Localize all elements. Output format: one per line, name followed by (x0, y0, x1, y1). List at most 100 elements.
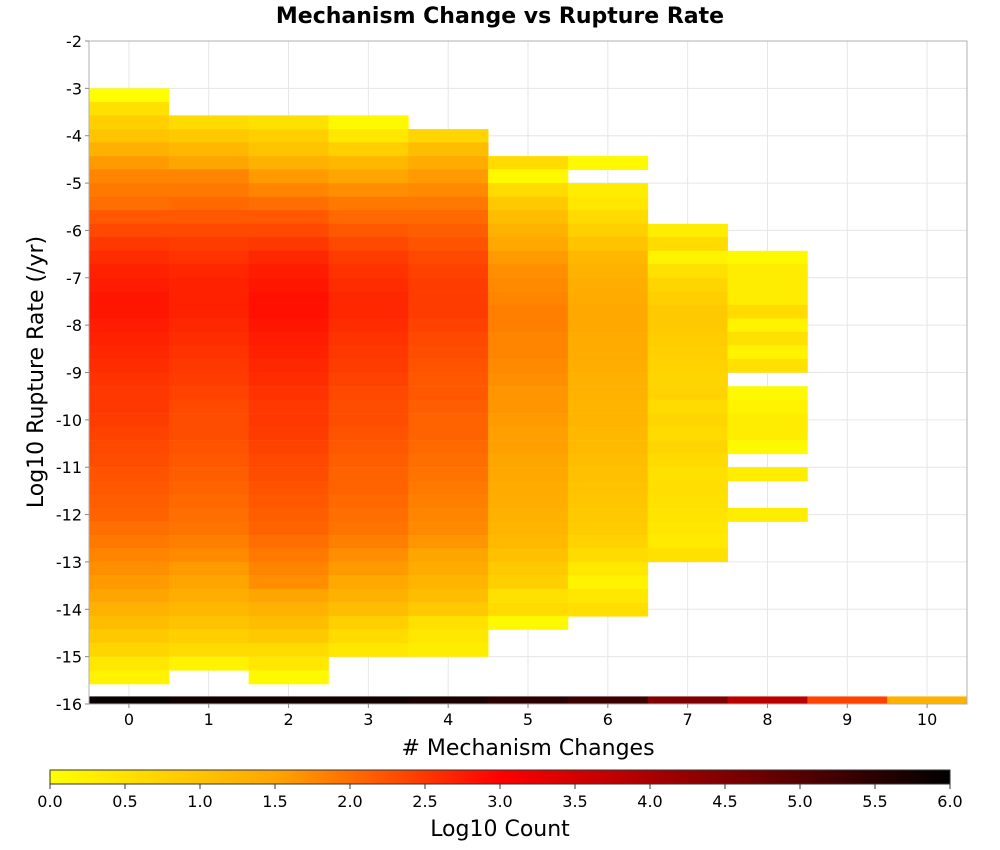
heatmap-cell (408, 399, 489, 414)
heatmap-cell (248, 615, 329, 630)
heatmap-cell (488, 358, 569, 373)
heatmap-cell (168, 372, 250, 387)
heatmap-cell (328, 237, 409, 251)
heatmap-cell (567, 318, 649, 333)
heatmap-cell (168, 169, 250, 184)
colorbar-tick-label: 4.5 (712, 792, 737, 811)
heatmap-cell (248, 426, 329, 441)
heatmap-cell (567, 304, 649, 319)
y-tick-label: -12 (56, 506, 82, 525)
heatmap-cell (328, 358, 409, 373)
heatmap-cell (408, 129, 489, 144)
heatmap-cell (727, 277, 808, 292)
heatmap-cell (248, 196, 329, 211)
heatmap-cell (488, 602, 569, 617)
summary-cell (328, 696, 409, 704)
heatmap-cell (488, 372, 569, 387)
heatmap-cell (328, 413, 409, 428)
heatmap-cell (488, 548, 569, 563)
heatmap-cell (248, 561, 329, 576)
heatmap-cell (328, 521, 409, 536)
heatmap-cell (328, 440, 409, 455)
heatmap-cell (248, 413, 329, 428)
heatmap-cell (168, 656, 250, 671)
summary-cell (248, 696, 329, 704)
heatmap-cell (248, 318, 329, 333)
heatmap-cell (408, 183, 489, 198)
heatmap-cell (408, 426, 489, 441)
heatmap-cell (647, 372, 728, 387)
heatmap-cell (488, 467, 569, 482)
x-tick-label: 5 (523, 710, 533, 729)
heatmap-cell (89, 318, 170, 333)
heatmap-cell (408, 291, 489, 306)
heatmap-cell (248, 534, 329, 549)
heatmap-cell (647, 237, 728, 251)
heatmap-cell (328, 331, 409, 346)
colorbar-tick-label: 3.5 (562, 792, 587, 811)
y-tick-label: -8 (66, 316, 82, 335)
heatmap-cell (248, 602, 329, 617)
heatmap-cell (488, 561, 569, 576)
heatmap-cell (248, 386, 329, 401)
heatmap-cell (727, 304, 808, 319)
heatmap-cell (328, 453, 409, 468)
heatmap-cell (647, 534, 728, 549)
heatmap-cell (647, 467, 728, 482)
summary-cell (567, 696, 649, 704)
heatmap-cell (408, 386, 489, 401)
heatmap-cell (408, 277, 489, 292)
heatmap-cell (567, 210, 649, 224)
heatmap-cell (89, 183, 170, 198)
heatmap-cell (647, 453, 728, 468)
heatmap-cell (168, 615, 250, 630)
y-tick-label: -7 (66, 269, 82, 288)
summary-cell (887, 696, 968, 704)
heatmap-cell (89, 480, 170, 495)
heatmap-cell (168, 453, 250, 468)
heatmap-cell (89, 291, 170, 306)
heatmap-cell (328, 372, 409, 387)
heatmap-cell (168, 250, 250, 265)
x-tick-label: 2 (283, 710, 293, 729)
heatmap-cell (408, 142, 489, 157)
heatmap-cell (89, 467, 170, 482)
heatmap-cell (408, 507, 489, 522)
heatmap-cell (488, 223, 569, 238)
heatmap-cell (328, 304, 409, 319)
heatmap-cell (488, 169, 569, 184)
summary-cell (168, 696, 250, 704)
heatmap-cell (248, 264, 329, 278)
heatmap-cell (89, 358, 170, 373)
heatmap-cell (89, 507, 170, 522)
heatmap-cell (89, 115, 170, 130)
x-tick-label: 9 (842, 710, 852, 729)
heatmap-cell (248, 142, 329, 157)
heatmap-cell (647, 331, 728, 346)
heatmap-cell (488, 615, 569, 630)
heatmap-cell (567, 345, 649, 360)
heatmap-cell (168, 237, 250, 251)
heatmap-cell (488, 413, 569, 428)
colorbar-tick-label: 0.5 (112, 792, 137, 811)
heatmap-cell (647, 494, 728, 509)
x-tick-label: 10 (917, 710, 937, 729)
heatmap-cell (328, 561, 409, 576)
colorbar-gradient (49, 769, 951, 785)
heatmap-cell (488, 453, 569, 468)
heatmap-cell (727, 440, 808, 455)
heatmap-cell (488, 494, 569, 509)
colorbar-label: Log10 Count (430, 817, 570, 842)
heatmap-cell (488, 156, 569, 171)
heatmap-cell (89, 304, 170, 319)
heatmap-cell (488, 264, 569, 278)
heatmap-cell (567, 156, 649, 171)
heatmap-cell (168, 386, 250, 401)
heatmap-cell (89, 345, 170, 360)
heatmap-cell (647, 304, 728, 319)
heatmap-cell (168, 629, 250, 644)
heatmap-cell (567, 588, 649, 603)
heatmap-cell (89, 561, 170, 576)
heatmap-cell (248, 237, 329, 251)
heatmap-cell (248, 494, 329, 509)
